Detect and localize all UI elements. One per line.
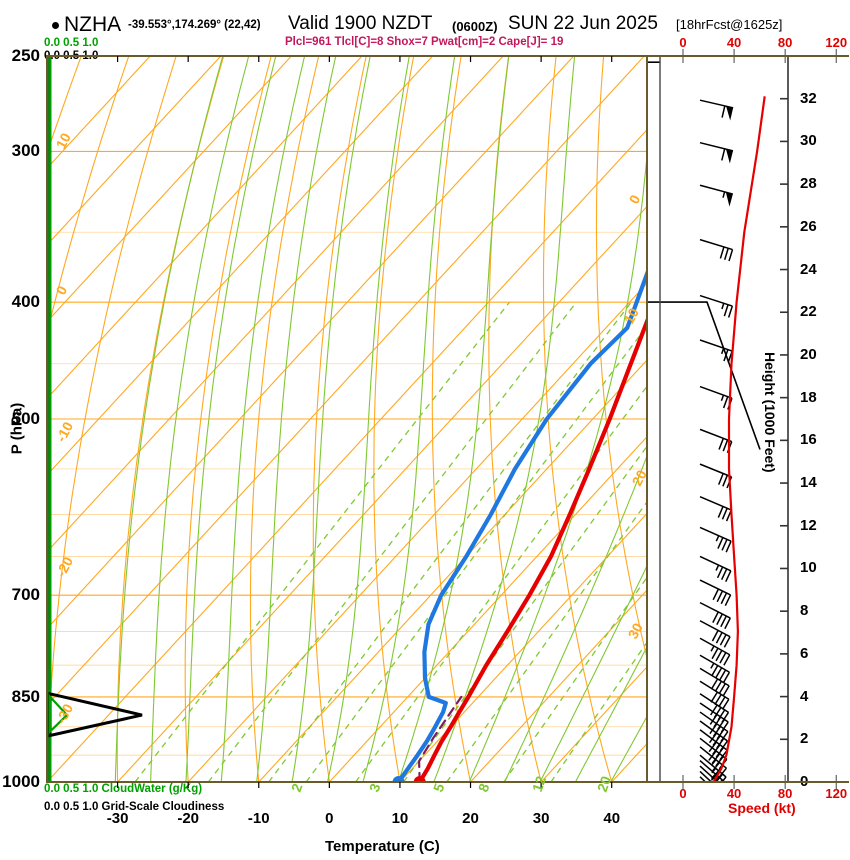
height-tick-10: 10	[800, 559, 817, 577]
temperature-tick-0: 0	[325, 810, 334, 827]
pressure-tick-700: 700	[11, 585, 40, 605]
height-tick-16: 16	[800, 431, 817, 449]
pressure-tick-850: 850	[11, 686, 40, 706]
speed-tick-top-40: 40	[726, 35, 742, 50]
station-coordinates: -39.553°,174.269° (22,42)	[128, 19, 261, 31]
svg-text:30: 30	[625, 620, 647, 641]
valid-date: SUN 22 Jun 2025	[508, 13, 658, 34]
wind-barb-column	[699, 99, 734, 782]
cloudwater-scale-bottom: 0.0 0.5 1.0 CloudWater (g/Kg)	[44, 783, 203, 795]
valid-time-utc: (0600Z)	[452, 19, 498, 34]
station-id: NZHA	[64, 13, 122, 36]
speed-tick-top-0: 0	[679, 35, 687, 50]
temperature-tick-40: 40	[603, 810, 621, 827]
speed-tick-top-120: 120	[825, 35, 848, 50]
temperature-tick-10: 10	[391, 810, 409, 827]
height-tick-32: 32	[800, 89, 817, 107]
temperature-tick-30: 30	[532, 810, 550, 827]
speed-tick-top-80: 80	[777, 35, 793, 50]
plot-frame	[46, 55, 849, 788]
height-tick-2: 2	[800, 730, 809, 748]
svg-text:0: 0	[53, 283, 71, 298]
height-tick-26: 26	[800, 217, 817, 235]
pressure-tick-1000: 1000	[2, 772, 40, 791]
pressure-tick-500: 500	[11, 409, 40, 428]
height-tick-24: 24	[800, 260, 817, 278]
svg-text:20: 20	[594, 774, 614, 794]
forecast-tag: [18hrFcst@1625z]	[676, 17, 783, 32]
svg-text:10: 10	[53, 130, 75, 151]
speed-tick-bottom-120: 120	[825, 786, 848, 801]
height-tick-8: 8	[800, 602, 809, 620]
temperature-tick--10: -10	[247, 810, 270, 827]
speed-axis-label: Speed (kt)	[728, 800, 796, 816]
station-marker-dot	[52, 22, 59, 29]
svg-text:20: 20	[629, 467, 651, 488]
svg-text:12: 12	[529, 774, 549, 794]
temperature-tick--20: -20	[177, 810, 200, 827]
height-tick-18: 18	[800, 388, 817, 406]
temperature-axis-label: Temperature (C)	[325, 838, 440, 855]
height-tick-6: 6	[800, 644, 809, 662]
height-tick-12: 12	[800, 516, 817, 534]
height-tick-28: 28	[800, 175, 817, 193]
wind-speed-profile	[682, 49, 837, 789]
height-axis-label: Height (1000 Feet)	[762, 352, 778, 473]
height-tick-30: 30	[800, 132, 817, 150]
cloudwater-scale-top: 0.0 0.5 1.0	[44, 37, 99, 49]
speed-tick-bottom-40: 40	[726, 786, 742, 801]
cloudiness-scale-bottom: 0.0 0.5 1.0 Grid-Scale Cloudiness	[44, 801, 225, 813]
pressure-tick-250: 250	[11, 46, 40, 65]
parcel-trace	[418, 695, 463, 782]
temperature-tick-20: 20	[462, 810, 479, 827]
svg-text:0: 0	[626, 192, 644, 207]
speed-tick-bottom-80: 80	[777, 786, 793, 801]
pressure-tick-300: 300	[11, 141, 40, 161]
height-tick-4: 4	[800, 687, 809, 705]
speed-tick-bottom-0: 0	[679, 786, 687, 801]
height-tick-20: 20	[800, 345, 817, 363]
pressure-tick-400: 400	[11, 292, 40, 312]
stability-indices: Plcl=961 Tlcl[C]=8 Shox=7 Pwat[cm]=2 Cap…	[285, 36, 564, 48]
svg-text:-10: -10	[53, 419, 77, 445]
temperature-trace	[413, 315, 647, 782]
dewpoint-trace	[392, 267, 647, 782]
height-scale-lines	[647, 56, 789, 783]
svg-text:-20: -20	[53, 554, 77, 580]
height-tick-14: 14	[800, 474, 817, 492]
height-tick-22: 22	[800, 303, 817, 321]
valid-time: Valid 1900 NZDT	[288, 13, 433, 34]
cloud-water-profile	[46, 56, 143, 782]
svg-text:10: 10	[621, 305, 643, 326]
temperature-tick--30: -30	[106, 810, 129, 827]
